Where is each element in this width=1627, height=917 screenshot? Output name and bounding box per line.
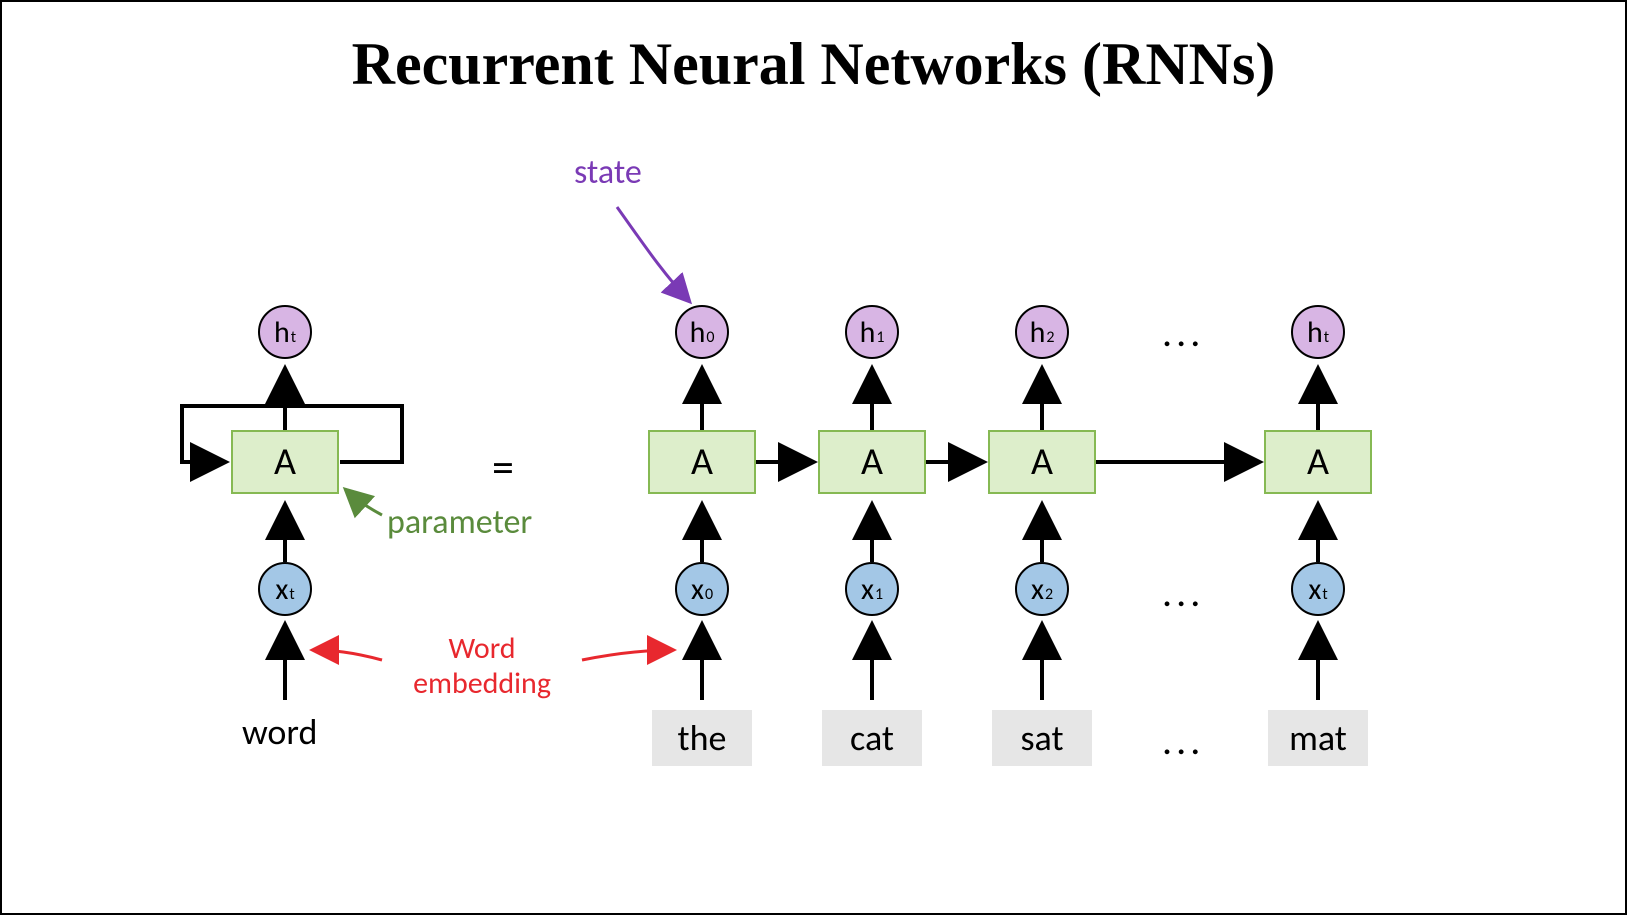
h-node-compact: h t xyxy=(258,305,312,359)
h-sub: t xyxy=(291,328,296,347)
state-annot: state xyxy=(574,152,642,193)
ellipsis-x: ... xyxy=(1162,568,1204,617)
h-node-t: h t xyxy=(1291,305,1345,359)
x-sub: t xyxy=(289,585,294,604)
word-box-0: the xyxy=(652,710,752,766)
a-block-compact: A xyxy=(231,430,339,494)
param-annot-curve xyxy=(345,489,382,515)
x-node-2: x 2 xyxy=(1015,562,1069,616)
h-node-2: h 2 xyxy=(1015,305,1069,359)
word-box-1: cat xyxy=(822,710,922,766)
word-embedding-annot: Word embedding xyxy=(362,632,602,701)
a-label: A xyxy=(274,439,296,485)
equals-sign: = xyxy=(492,440,514,494)
parameter-annot: parameter xyxy=(387,502,532,543)
x-node-0: x 0 xyxy=(675,562,729,616)
h-node-1: h 1 xyxy=(845,305,899,359)
h-node-0: h 0 xyxy=(675,305,729,359)
slide: Recurrent Neural Networks (RNNs) xyxy=(0,0,1627,915)
a-block-t: A xyxy=(1264,430,1372,494)
a-block-1: A xyxy=(818,430,926,494)
ellipsis-h: ... xyxy=(1162,308,1204,357)
ellipsis-word: ... xyxy=(1162,716,1204,765)
a-block-2: A xyxy=(988,430,1096,494)
word-box-2: sat xyxy=(992,710,1092,766)
h-label: h xyxy=(274,314,290,351)
state-annot-curve xyxy=(617,207,690,302)
a-block-0: A xyxy=(648,430,756,494)
x-node-t: x t xyxy=(1291,562,1345,616)
word-label-compact: word xyxy=(242,710,317,754)
x-node-compact: x t xyxy=(258,562,312,616)
word-box-t: mat xyxy=(1268,710,1368,766)
x-label: x xyxy=(275,571,288,608)
x-node-1: x 1 xyxy=(845,562,899,616)
